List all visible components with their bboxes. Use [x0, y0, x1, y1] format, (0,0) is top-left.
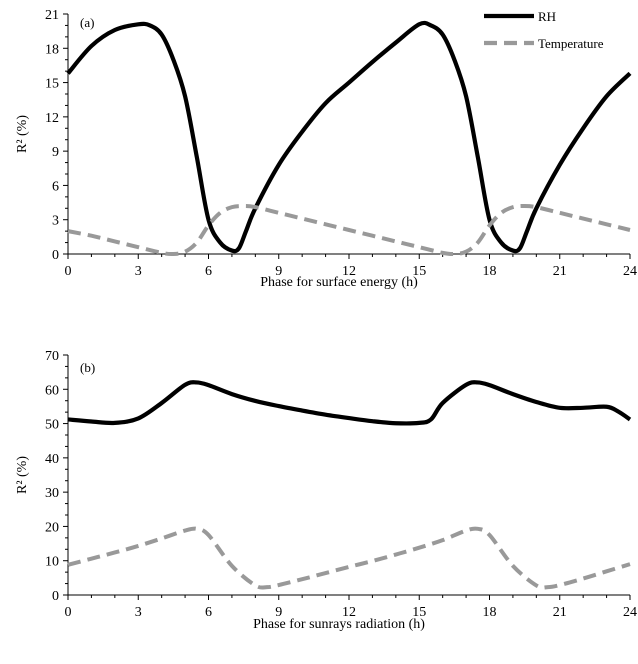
- panel-a-x-tick-label: 6: [205, 264, 212, 279]
- legend-label-rh: RH: [538, 9, 556, 24]
- panel-b-series-temperature-line: [67, 526, 631, 590]
- panel-a-series-temperature-line: [67, 204, 631, 257]
- panel-a-x-tick-label: 12: [342, 264, 356, 279]
- panel-b-x-axis-label: Phase for sunrays radiation (h): [253, 617, 425, 632]
- panel-a-y-tick-label: 15: [45, 77, 59, 92]
- panel-b-y-tick-label: 30: [45, 486, 59, 501]
- panel-b-panel-label: (b): [80, 360, 95, 375]
- panel-a-x-tick-label: 24: [623, 264, 637, 279]
- panel-a-x-tick-label: 0: [65, 264, 72, 279]
- panel-b-x-tick-label: 6: [205, 605, 212, 620]
- panel-b-x-tick-label: 3: [135, 605, 142, 620]
- panel-a-y-tick-label: 3: [52, 214, 59, 229]
- panel-a-y-axis-label: R² (%): [15, 115, 30, 153]
- panel-b-x-tick-label: 0: [65, 605, 72, 620]
- panel-a-x-tick-label: 21: [553, 264, 567, 279]
- panel-b-y-tick-label: 70: [45, 349, 59, 364]
- panel-b-y-tick-label: 0: [52, 589, 59, 604]
- panel-b-y-tick-label: 20: [45, 520, 59, 535]
- panel-a-y-tick-label: 6: [52, 179, 59, 194]
- panel-a-y-tick-label: 9: [52, 145, 59, 160]
- panel-b-x-tick-label: 24: [623, 605, 637, 620]
- legend-label-temperature: Temperature: [538, 36, 604, 51]
- panel-a-x-tick-label: 9: [275, 264, 282, 279]
- panel-b-y-tick-label: 50: [45, 418, 59, 433]
- panel-b-x-tick-label: 21: [553, 605, 567, 620]
- panel-b-y-tick-label: 60: [45, 383, 59, 398]
- panel-b-x-tick-label: 15: [412, 605, 426, 620]
- panel-a-y-tick-label: 21: [45, 8, 59, 23]
- panel-a-x-tick-label: 18: [483, 264, 497, 279]
- panel-a-x-tick-label: 3: [135, 264, 142, 279]
- panel-a-y-tick-label: 0: [52, 248, 59, 263]
- panel-a-x-tick-label: 15: [412, 264, 426, 279]
- panel-b-y-tick-label: 40: [45, 452, 59, 467]
- panel-a-x-axis-label: Phase for surface energy (h): [260, 275, 418, 290]
- panel-b-y-tick-label: 10: [45, 555, 59, 570]
- panel-a-series-rh-line: [66, 20, 632, 254]
- panel-a-y-tick-label: 18: [45, 42, 59, 57]
- panel-b-x-tick-label: 18: [483, 605, 497, 620]
- panel-b-x-tick-label: 9: [275, 605, 282, 620]
- panel-b-y-axis-label: R² (%): [15, 456, 30, 494]
- panel-a-panel-label: (a): [80, 15, 94, 30]
- panel-b-series-rh-line: [67, 380, 632, 426]
- panel-b-x-tick-label: 12: [342, 605, 356, 620]
- panel-a-y-tick-label: 12: [45, 111, 59, 126]
